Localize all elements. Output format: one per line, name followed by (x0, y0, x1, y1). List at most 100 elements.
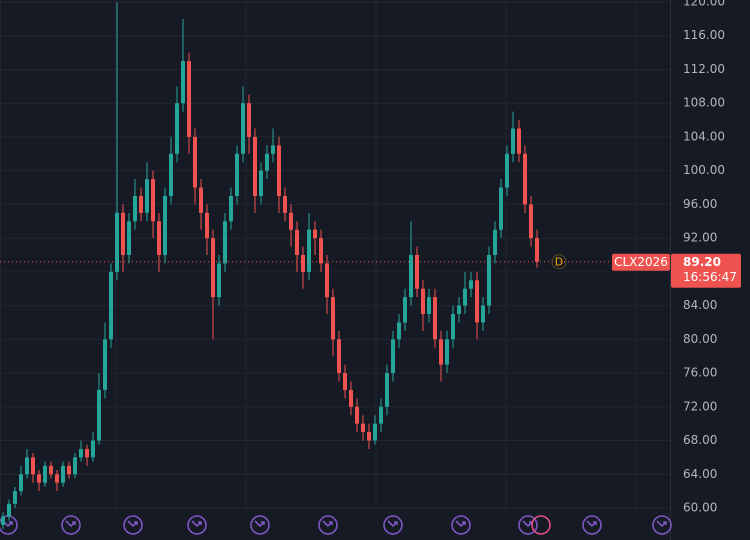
event-arrow (191, 520, 202, 528)
candle-body (505, 153, 509, 188)
candle-body (475, 280, 479, 323)
candle-body (121, 212, 125, 255)
y-tick-label: 80.00 (683, 332, 717, 346)
candle-body (511, 128, 515, 154)
candle-body (415, 254, 419, 289)
candle-body (85, 448, 89, 458)
candle-body (433, 297, 437, 340)
candle-body (517, 128, 521, 154)
event-icon (318, 515, 338, 535)
y-tick-label: 84.00 (683, 298, 717, 312)
event-arrow (586, 520, 597, 528)
candle-body (361, 423, 365, 433)
candle-body (445, 339, 449, 365)
candle-body (187, 61, 191, 137)
symbol-label: CLX2026 (614, 255, 668, 269)
candle-body (169, 153, 173, 196)
candle-body (163, 195, 167, 255)
candle-body (217, 263, 221, 298)
candle-body (205, 212, 209, 239)
candle-body (337, 339, 341, 374)
candle-body (145, 179, 149, 213)
event-arrow (127, 520, 138, 528)
candle-body (67, 465, 71, 475)
candle-body (229, 195, 233, 222)
candle-body (91, 440, 95, 458)
y-tick-label: 108.00 (683, 96, 725, 110)
candle-body (313, 229, 317, 239)
event-icon (383, 515, 403, 535)
event-icon (250, 515, 270, 535)
candle-body (199, 187, 203, 213)
candle-body (79, 448, 83, 458)
candle-body (49, 465, 53, 475)
event-icon (582, 515, 602, 535)
candle-body (259, 170, 263, 196)
y-tick-label: 116.00 (683, 28, 725, 42)
candle-body (7, 503, 11, 517)
candle-body (61, 465, 65, 483)
candle-body (241, 103, 245, 154)
candle-body (277, 145, 281, 196)
candle-body (211, 238, 215, 298)
candle-body (379, 406, 383, 424)
candle-body (37, 474, 41, 483)
candle-body (385, 373, 389, 407)
candle-body (133, 195, 137, 222)
candle-body (103, 339, 107, 390)
candle-body (373, 423, 377, 441)
candle-body (127, 221, 131, 255)
y-tick-label: 64.00 (683, 467, 717, 481)
candle-body (493, 229, 497, 255)
candle-body (535, 238, 539, 262)
candle-body (223, 221, 227, 264)
y-tick-label: 60.00 (683, 500, 717, 514)
candle-body (325, 263, 329, 298)
candle-body (157, 221, 161, 255)
candle-body (529, 204, 533, 239)
candle-body (73, 457, 77, 475)
candle-body (181, 61, 185, 104)
event-arrow (455, 520, 466, 528)
event-icon (451, 515, 471, 535)
candle-body (19, 474, 23, 492)
candle-body (409, 254, 413, 298)
candle-body (289, 212, 293, 230)
session-marker-label: D (555, 256, 563, 269)
candle-body (469, 280, 473, 289)
candle-body (319, 238, 323, 264)
y-tick-label: 72.00 (683, 399, 717, 413)
candle-body (421, 288, 425, 315)
y-tick-label: 100.00 (683, 163, 725, 177)
candle-body (235, 153, 239, 196)
candle-body (391, 339, 395, 374)
candle-body (331, 297, 335, 340)
countdown-label: 16:56:47 (683, 270, 737, 284)
y-tick-label: 96.00 (683, 197, 717, 211)
candle-body (427, 297, 431, 315)
event-icon (518, 515, 538, 535)
y-tick-label: 120.00 (683, 0, 725, 9)
y-tick-label: 112.00 (683, 62, 725, 76)
event-arrow (254, 520, 265, 528)
candle-body (295, 229, 299, 255)
session-marker (551, 254, 567, 270)
candle-body (193, 136, 197, 188)
candle-body (283, 195, 287, 213)
candle-body (247, 103, 251, 137)
y-tick-label: 68.00 (683, 433, 717, 447)
candle-body (1, 516, 5, 525)
candle-body (523, 153, 527, 205)
candle-body (115, 212, 119, 272)
event-arrow (65, 520, 76, 528)
candle-body (481, 305, 485, 323)
candle-body (31, 457, 35, 475)
candle-body (343, 373, 347, 390)
candle-body (307, 229, 311, 272)
candle-body (397, 322, 401, 340)
candle-body (109, 271, 113, 340)
candle-body (97, 389, 101, 441)
candle-body (55, 474, 59, 483)
y-tick-label: 92.00 (683, 231, 717, 245)
